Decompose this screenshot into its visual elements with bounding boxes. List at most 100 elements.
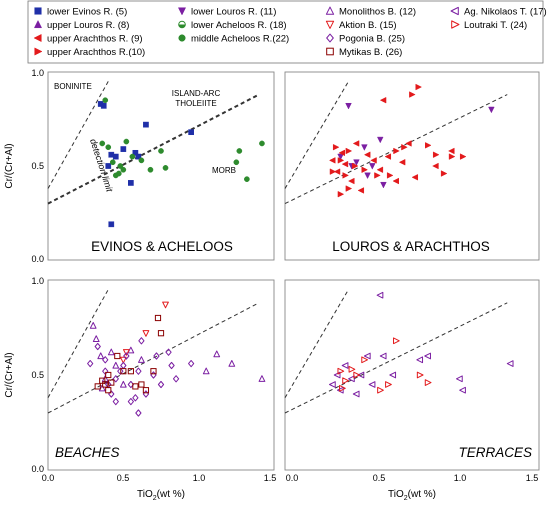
point-p1-s1-14 <box>411 174 419 181</box>
point-p2-s3-13 <box>157 330 165 337</box>
point-p2-s1-0 <box>162 301 169 309</box>
point-p1-s1-2 <box>338 149 345 156</box>
tholeiite-morb-boundary-2 <box>47 302 260 414</box>
tholeiite-morb-boundary-3 <box>284 302 508 414</box>
point-p1-s0-5 <box>377 136 384 144</box>
point-p1-s1-10 <box>384 153 392 160</box>
point-p1-s1-17 <box>380 97 387 104</box>
point-p1-s2-6 <box>361 166 368 173</box>
point-p1-s1-11 <box>392 177 399 185</box>
legend-marker-4 <box>178 7 186 16</box>
point-p0-s0-8 <box>135 153 142 160</box>
point-p2-s2-21 <box>127 397 134 406</box>
point-p1-s1-15 <box>432 162 439 170</box>
point-p2-s2-5 <box>112 375 119 383</box>
x-axis-label-right: TiO2(wt %) <box>388 489 436 502</box>
point-p2-s3-0 <box>94 383 101 390</box>
point-p2-s3-4 <box>108 379 115 386</box>
point-p2-s2-1 <box>94 342 101 351</box>
point-p1-s2-14 <box>432 151 440 158</box>
point-p1-s0-1 <box>353 159 360 166</box>
point-p2-s0-1 <box>92 335 100 342</box>
panel-louros-arachthos <box>284 71 540 261</box>
point-p0-s0-10 <box>188 129 194 136</box>
x-tick-l-0.5: 0.5 <box>117 473 130 483</box>
point-p3-s1-10 <box>339 384 346 392</box>
point-p1-s0-7 <box>488 106 495 113</box>
point-p1-s2-13 <box>425 142 432 149</box>
point-p2-s3-8 <box>132 383 139 390</box>
y-axis-label-top: Cr/(Cr+Al) <box>4 143 15 188</box>
point-p0-s0-2 <box>105 163 112 169</box>
y-tick-top-0.0: 0.0 <box>31 254 44 264</box>
legend-marker-12 <box>451 20 460 29</box>
legend-label-10: Mytikas B. (26) <box>339 47 402 58</box>
point-p1-s2-7 <box>374 172 381 179</box>
y-tick-bottom-1.0: 1.0 <box>31 276 44 286</box>
legend-marker-7 <box>325 6 335 15</box>
point-p2-s1-3 <box>142 330 150 337</box>
point-p1-s2-8 <box>386 172 394 179</box>
point-p1-s1-16 <box>448 147 455 155</box>
point-p2-s1-2 <box>122 349 130 356</box>
x-tick-r-1.0: 1.0 <box>454 473 467 483</box>
point-p0-s0-11 <box>108 221 115 228</box>
point-p0-s1-17 <box>120 166 127 173</box>
legend-label-3: upper Arachthos R.(10) <box>47 47 145 58</box>
point-p3-s0-1 <box>333 371 341 379</box>
point-p0-s1-2 <box>105 144 112 151</box>
point-p1-s0-8 <box>337 153 344 160</box>
point-p1-s2-18 <box>337 191 344 198</box>
legend-label-2: upper Arachthos R. (9) <box>47 34 143 45</box>
point-p2-s3-10 <box>142 387 150 394</box>
point-p2-s0-5 <box>107 348 115 356</box>
point-p1-s2-1 <box>332 144 340 151</box>
point-p1-s1-0 <box>329 157 336 164</box>
morb-label: MORB <box>212 166 236 175</box>
point-p2-s2-17 <box>168 361 175 370</box>
point-p0-s0-6 <box>128 180 134 186</box>
point-p3-s0-11 <box>389 371 397 379</box>
point-p1-s0-6 <box>380 181 387 189</box>
point-p0-s1-12 <box>233 159 240 166</box>
point-p3-s0-14 <box>456 375 463 383</box>
legend-box <box>27 0 544 64</box>
point-p0-s0-4 <box>112 153 119 160</box>
point-p2-s2-18 <box>172 375 180 383</box>
point-p1-s2-2 <box>337 157 344 164</box>
x-tick-r-1.5: 1.5 <box>526 473 539 483</box>
point-p0-s0-9 <box>143 121 149 128</box>
legend-label-11: Ag. Nikolaos T. (17) <box>464 7 547 18</box>
legend-label-4: lower Louros R. (11) <box>191 7 276 18</box>
point-p2-s2-9 <box>132 394 139 402</box>
point-p1-s2-11 <box>409 91 416 98</box>
point-p2-s2-24 <box>102 356 109 364</box>
panel3-title: BEACHES <box>55 445 120 460</box>
legend-label-5: lower Acheloos R. (18) <box>191 20 287 31</box>
point-p1-s0-0 <box>345 102 352 110</box>
point-p2-s2-19 <box>188 359 195 368</box>
point-p3-s0-7 <box>363 352 371 360</box>
point-p2-s2-6 <box>117 367 124 375</box>
point-p1-s2-5 <box>352 162 359 170</box>
point-p2-s0-6 <box>112 361 120 369</box>
point-p1-s1-13 <box>405 140 412 147</box>
point-p3-s0-0 <box>329 381 336 388</box>
point-p2-s2-0 <box>87 359 94 368</box>
point-p2-s3-5 <box>114 352 121 360</box>
point-p3-s0-6 <box>357 371 365 379</box>
point-p3-s0-13 <box>424 352 431 360</box>
legend-marker-10 <box>326 47 334 56</box>
point-p1-s1-3 <box>341 161 349 168</box>
point-p2-s2-20 <box>135 409 142 417</box>
point-p2-s0-7 <box>119 380 127 388</box>
legend-marker-9 <box>326 33 334 43</box>
legend-marker-3 <box>34 47 43 56</box>
point-p3-s1-1 <box>342 377 349 385</box>
point-p1-s0-2 <box>361 144 368 151</box>
x-tick-l-0.0: 0.0 <box>42 473 55 483</box>
point-p1-s2-15 <box>440 170 448 177</box>
point-p1-s1-7 <box>364 151 371 158</box>
point-p2-s3-12 <box>154 314 162 322</box>
